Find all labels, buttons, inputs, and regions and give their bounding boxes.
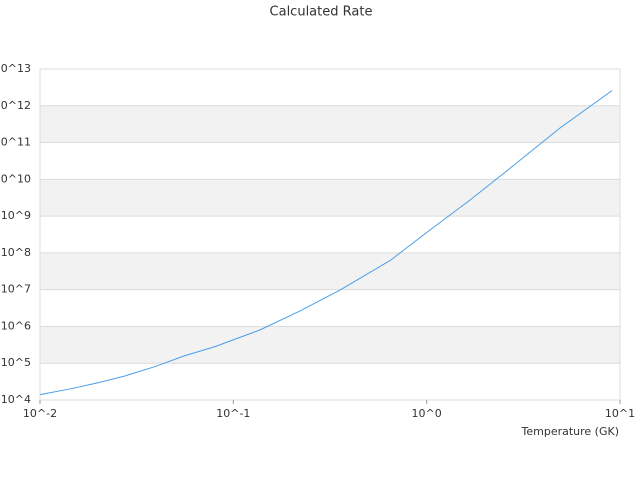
y-tick-label: 10^11 [0, 136, 31, 149]
y-tick-label: 10^4 [1, 393, 31, 406]
data-line [39, 90, 613, 396]
y-tick-label: 10^5 [1, 356, 31, 369]
grid-band [40, 179, 620, 217]
y-tick-label: 10^6 [1, 319, 31, 332]
x-axis-label: Temperature (GK) [521, 425, 620, 438]
y-tick-label: 10^7 [1, 283, 31, 296]
grid-band [40, 252, 620, 290]
x-tick-label: 10^1 [605, 407, 635, 420]
y-tick-label: 10^9 [1, 209, 31, 222]
plot-frame [39, 68, 621, 401]
grid-band [40, 105, 620, 143]
x-tick-label: 10^-2 [23, 407, 57, 420]
x-tick-label: 10^0 [412, 407, 442, 420]
y-tick-label: 10^12 [0, 99, 31, 112]
x-tick-label: 10^-1 [216, 407, 250, 420]
y-tick-label: 10^8 [1, 246, 31, 259]
chart-title: Calculated Rate [270, 5, 373, 20]
grid-band [40, 326, 620, 364]
y-tick-label: 10^13 [0, 62, 31, 75]
y-tick-label: 10^10 [0, 172, 31, 185]
